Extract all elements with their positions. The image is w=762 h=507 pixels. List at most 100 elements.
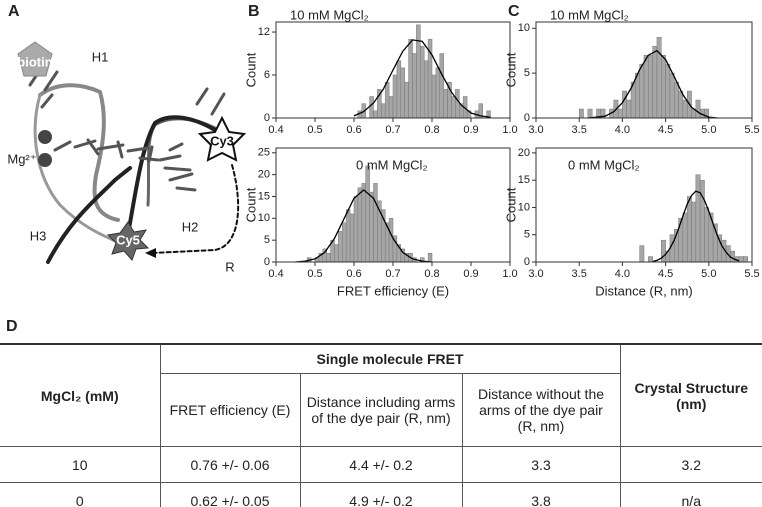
bar bbox=[665, 63, 671, 119]
y-tick-label: 10 bbox=[518, 22, 530, 34]
plot-frame bbox=[535, 147, 753, 263]
x-tick-label: 0.4 bbox=[268, 124, 283, 136]
y-axis-label: Count bbox=[503, 187, 518, 222]
header-cell: Crystal Structure (nm) bbox=[619, 343, 762, 447]
bar bbox=[578, 108, 584, 119]
x-tick-label: 0.4 bbox=[268, 268, 283, 280]
x-tick-label: 5.5 bbox=[744, 268, 759, 280]
diagram-label: H2 bbox=[182, 219, 199, 234]
y-tick-label: 0 bbox=[264, 256, 270, 268]
bar bbox=[639, 63, 645, 119]
x-tick-label: 0.8 bbox=[424, 124, 439, 136]
bar bbox=[369, 191, 374, 263]
y-tick-label: 15 bbox=[258, 190, 270, 202]
x-tick-label: 3.5 bbox=[572, 124, 587, 136]
bar bbox=[704, 207, 710, 263]
panel-label: A bbox=[8, 3, 20, 20]
annotation: 0 mM MgCl₂ bbox=[356, 157, 428, 172]
header-cell: FRET efficiency (E) bbox=[159, 373, 301, 447]
diagram-label: Mg²⁺ bbox=[7, 151, 36, 166]
header-cell: Single molecule FRET bbox=[159, 343, 621, 374]
bar bbox=[626, 99, 632, 119]
backbone bbox=[146, 117, 217, 207]
bar bbox=[404, 81, 409, 119]
cell: 4.4 +/- 0.2 bbox=[299, 446, 463, 483]
bar bbox=[388, 218, 394, 263]
y-axis-label: Count bbox=[243, 187, 258, 222]
fit-curve bbox=[295, 189, 433, 263]
bar bbox=[381, 103, 386, 119]
x-tick-label: 0.6 bbox=[346, 124, 361, 136]
bar bbox=[648, 54, 653, 119]
panel-label: D bbox=[6, 318, 18, 335]
bar bbox=[396, 60, 402, 119]
cell: n/a bbox=[619, 482, 762, 507]
bar bbox=[420, 46, 425, 119]
cell: 0.76 +/- 0.06 bbox=[159, 446, 301, 483]
y-tick-label: 0 bbox=[524, 112, 530, 124]
bar bbox=[384, 81, 390, 119]
bar bbox=[743, 256, 748, 263]
bar bbox=[338, 231, 343, 263]
x-axis-label: FRET efficiency (E) bbox=[337, 283, 449, 298]
bar bbox=[643, 54, 649, 119]
bar bbox=[416, 24, 421, 119]
x-tick-label: 3.5 bbox=[572, 268, 587, 280]
bar bbox=[392, 74, 398, 119]
x-tick-label: 3.0 bbox=[528, 124, 543, 136]
bar bbox=[412, 53, 417, 119]
bar bbox=[435, 67, 441, 119]
x-tick-label: 4.0 bbox=[615, 124, 630, 136]
cell: 3.3 bbox=[461, 446, 621, 483]
diagram-label: R bbox=[225, 259, 234, 274]
bar bbox=[455, 89, 460, 119]
diagram-label: biotin bbox=[17, 54, 52, 69]
x-tick-label: 0.7 bbox=[385, 124, 400, 136]
header-cell: MgCl₂ (mM) bbox=[0, 343, 161, 447]
figure-graphics: A B C D biotin H1 Mg²⁺ H2 H3 Cy3 Cy5 R 0.4 0.5 0.6… bbox=[6, 3, 760, 335]
bar bbox=[423, 60, 429, 119]
bar bbox=[400, 67, 405, 119]
distance-arrow bbox=[151, 164, 240, 254]
y-tick-label: 12 bbox=[258, 26, 270, 38]
x-tick-label: 0.9 bbox=[463, 268, 478, 280]
x-tick-label: 5.0 bbox=[701, 124, 716, 136]
bar bbox=[587, 108, 593, 119]
annotation: 0 mM MgCl₂ bbox=[568, 157, 640, 172]
y-tick-label: 5 bbox=[264, 234, 270, 246]
bar bbox=[427, 253, 433, 263]
bar bbox=[652, 45, 658, 119]
bar bbox=[342, 222, 347, 263]
bar bbox=[682, 99, 688, 119]
x-tick-label: 5.5 bbox=[744, 124, 759, 136]
x-tick-label: 0.5 bbox=[307, 124, 322, 136]
mg-ion bbox=[38, 130, 52, 144]
bar bbox=[443, 89, 448, 119]
cy3-star bbox=[197, 115, 247, 162]
bar bbox=[648, 256, 653, 263]
y-tick-label: 5 bbox=[524, 229, 530, 241]
cell: 4.9 +/- 0.2 bbox=[299, 482, 463, 507]
cell: 10 bbox=[0, 446, 161, 483]
bar bbox=[699, 179, 705, 263]
bar bbox=[678, 90, 684, 119]
x-tick-label: 4.5 bbox=[658, 124, 673, 136]
bar bbox=[334, 244, 339, 263]
panel-label: B bbox=[248, 3, 260, 20]
fit-curve bbox=[353, 39, 491, 118]
arrow-head bbox=[145, 248, 156, 258]
biotin-tag bbox=[17, 41, 53, 77]
y-tick-label: 0 bbox=[264, 112, 270, 124]
x-tick-label: 4.0 bbox=[615, 268, 630, 280]
cy5-star bbox=[106, 221, 150, 261]
bar bbox=[661, 239, 666, 263]
bar bbox=[451, 96, 456, 119]
bar bbox=[669, 72, 675, 119]
bar bbox=[695, 99, 701, 119]
x-tick-label: 5.0 bbox=[701, 268, 716, 280]
bar bbox=[369, 96, 374, 119]
cell: 0 bbox=[0, 482, 161, 507]
bar bbox=[656, 37, 662, 119]
annotation: 10 mM MgCl₂ bbox=[290, 7, 369, 22]
x-axis-label: Distance (R, nm) bbox=[595, 283, 693, 298]
